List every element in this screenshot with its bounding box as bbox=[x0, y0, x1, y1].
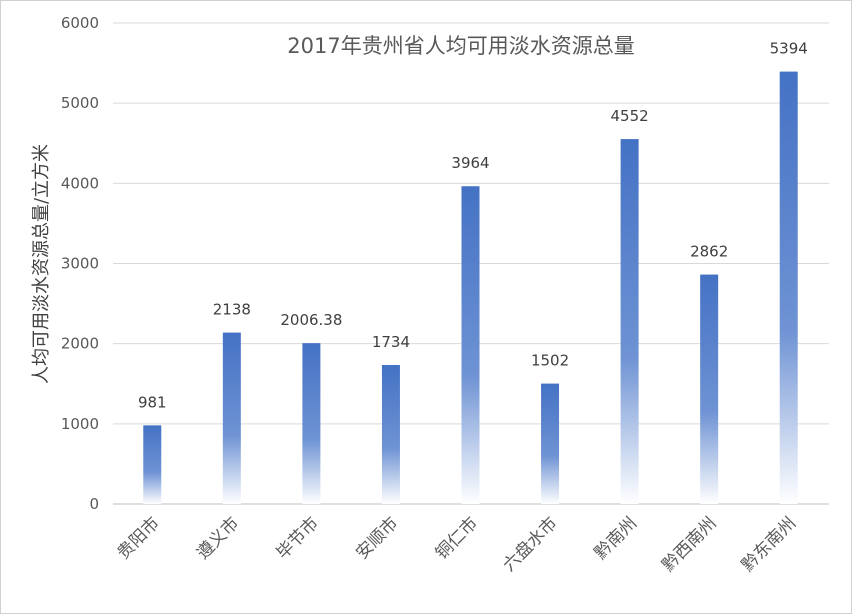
x-tick-label: 黔东南州 bbox=[738, 513, 800, 575]
x-tick-label: 安顺市 bbox=[352, 513, 402, 563]
bar bbox=[222, 332, 241, 504]
y-tick-label: 3000 bbox=[61, 255, 99, 273]
bar bbox=[620, 139, 639, 504]
data-label: 3964 bbox=[451, 154, 489, 172]
y-axis-ticks: 0 1000 2000 3000 4000 5000 6000 bbox=[61, 14, 99, 513]
y-tick-label: 2000 bbox=[61, 335, 99, 353]
chart-title: 2017年贵州省人均可用淡水资源总量 bbox=[287, 34, 634, 58]
data-label: 2006.38 bbox=[280, 311, 342, 329]
bar bbox=[700, 274, 719, 504]
bar bbox=[302, 343, 321, 504]
data-label: 2862 bbox=[690, 243, 728, 261]
data-label: 981 bbox=[138, 393, 167, 411]
x-tick-label: 铜仁市 bbox=[432, 513, 482, 563]
y-tick-label: 5000 bbox=[61, 94, 99, 112]
y-tick-label: 0 bbox=[89, 495, 99, 513]
y-tick-label: 4000 bbox=[61, 174, 99, 192]
bar bbox=[541, 383, 560, 504]
data-label: 5394 bbox=[770, 40, 808, 58]
bar bbox=[381, 364, 400, 504]
x-tick-label: 毕节市 bbox=[273, 513, 323, 563]
x-tick-label: 贵阳市 bbox=[114, 513, 164, 563]
bars bbox=[143, 71, 798, 505]
y-tick-label: 1000 bbox=[61, 415, 99, 433]
data-label: 2138 bbox=[213, 301, 251, 319]
bar bbox=[461, 186, 480, 504]
x-tick-label: 遵义市 bbox=[193, 513, 243, 563]
data-label: 1734 bbox=[372, 333, 410, 351]
y-axis-label: 人均可用淡水资源总量/立方米 bbox=[31, 144, 52, 384]
data-label: 1502 bbox=[531, 352, 569, 370]
x-tick-label: 六盘水市 bbox=[499, 513, 561, 575]
data-label: 4552 bbox=[611, 107, 649, 125]
x-tick-label: 黔南州 bbox=[591, 513, 641, 563]
x-axis-labels: 贵阳市 遵义市 毕节市 安顺市 铜仁市 六盘水市 黔南州 黔西南州 黔东南州 bbox=[114, 513, 801, 575]
y-tick-label: 6000 bbox=[61, 14, 99, 32]
bar bbox=[143, 425, 162, 504]
bar bbox=[779, 71, 798, 505]
data-labels: 981 2138 2006.38 1734 3964 1502 4552 2862 5394 bbox=[138, 40, 808, 412]
x-tick-label: 黔西南州 bbox=[658, 513, 720, 575]
